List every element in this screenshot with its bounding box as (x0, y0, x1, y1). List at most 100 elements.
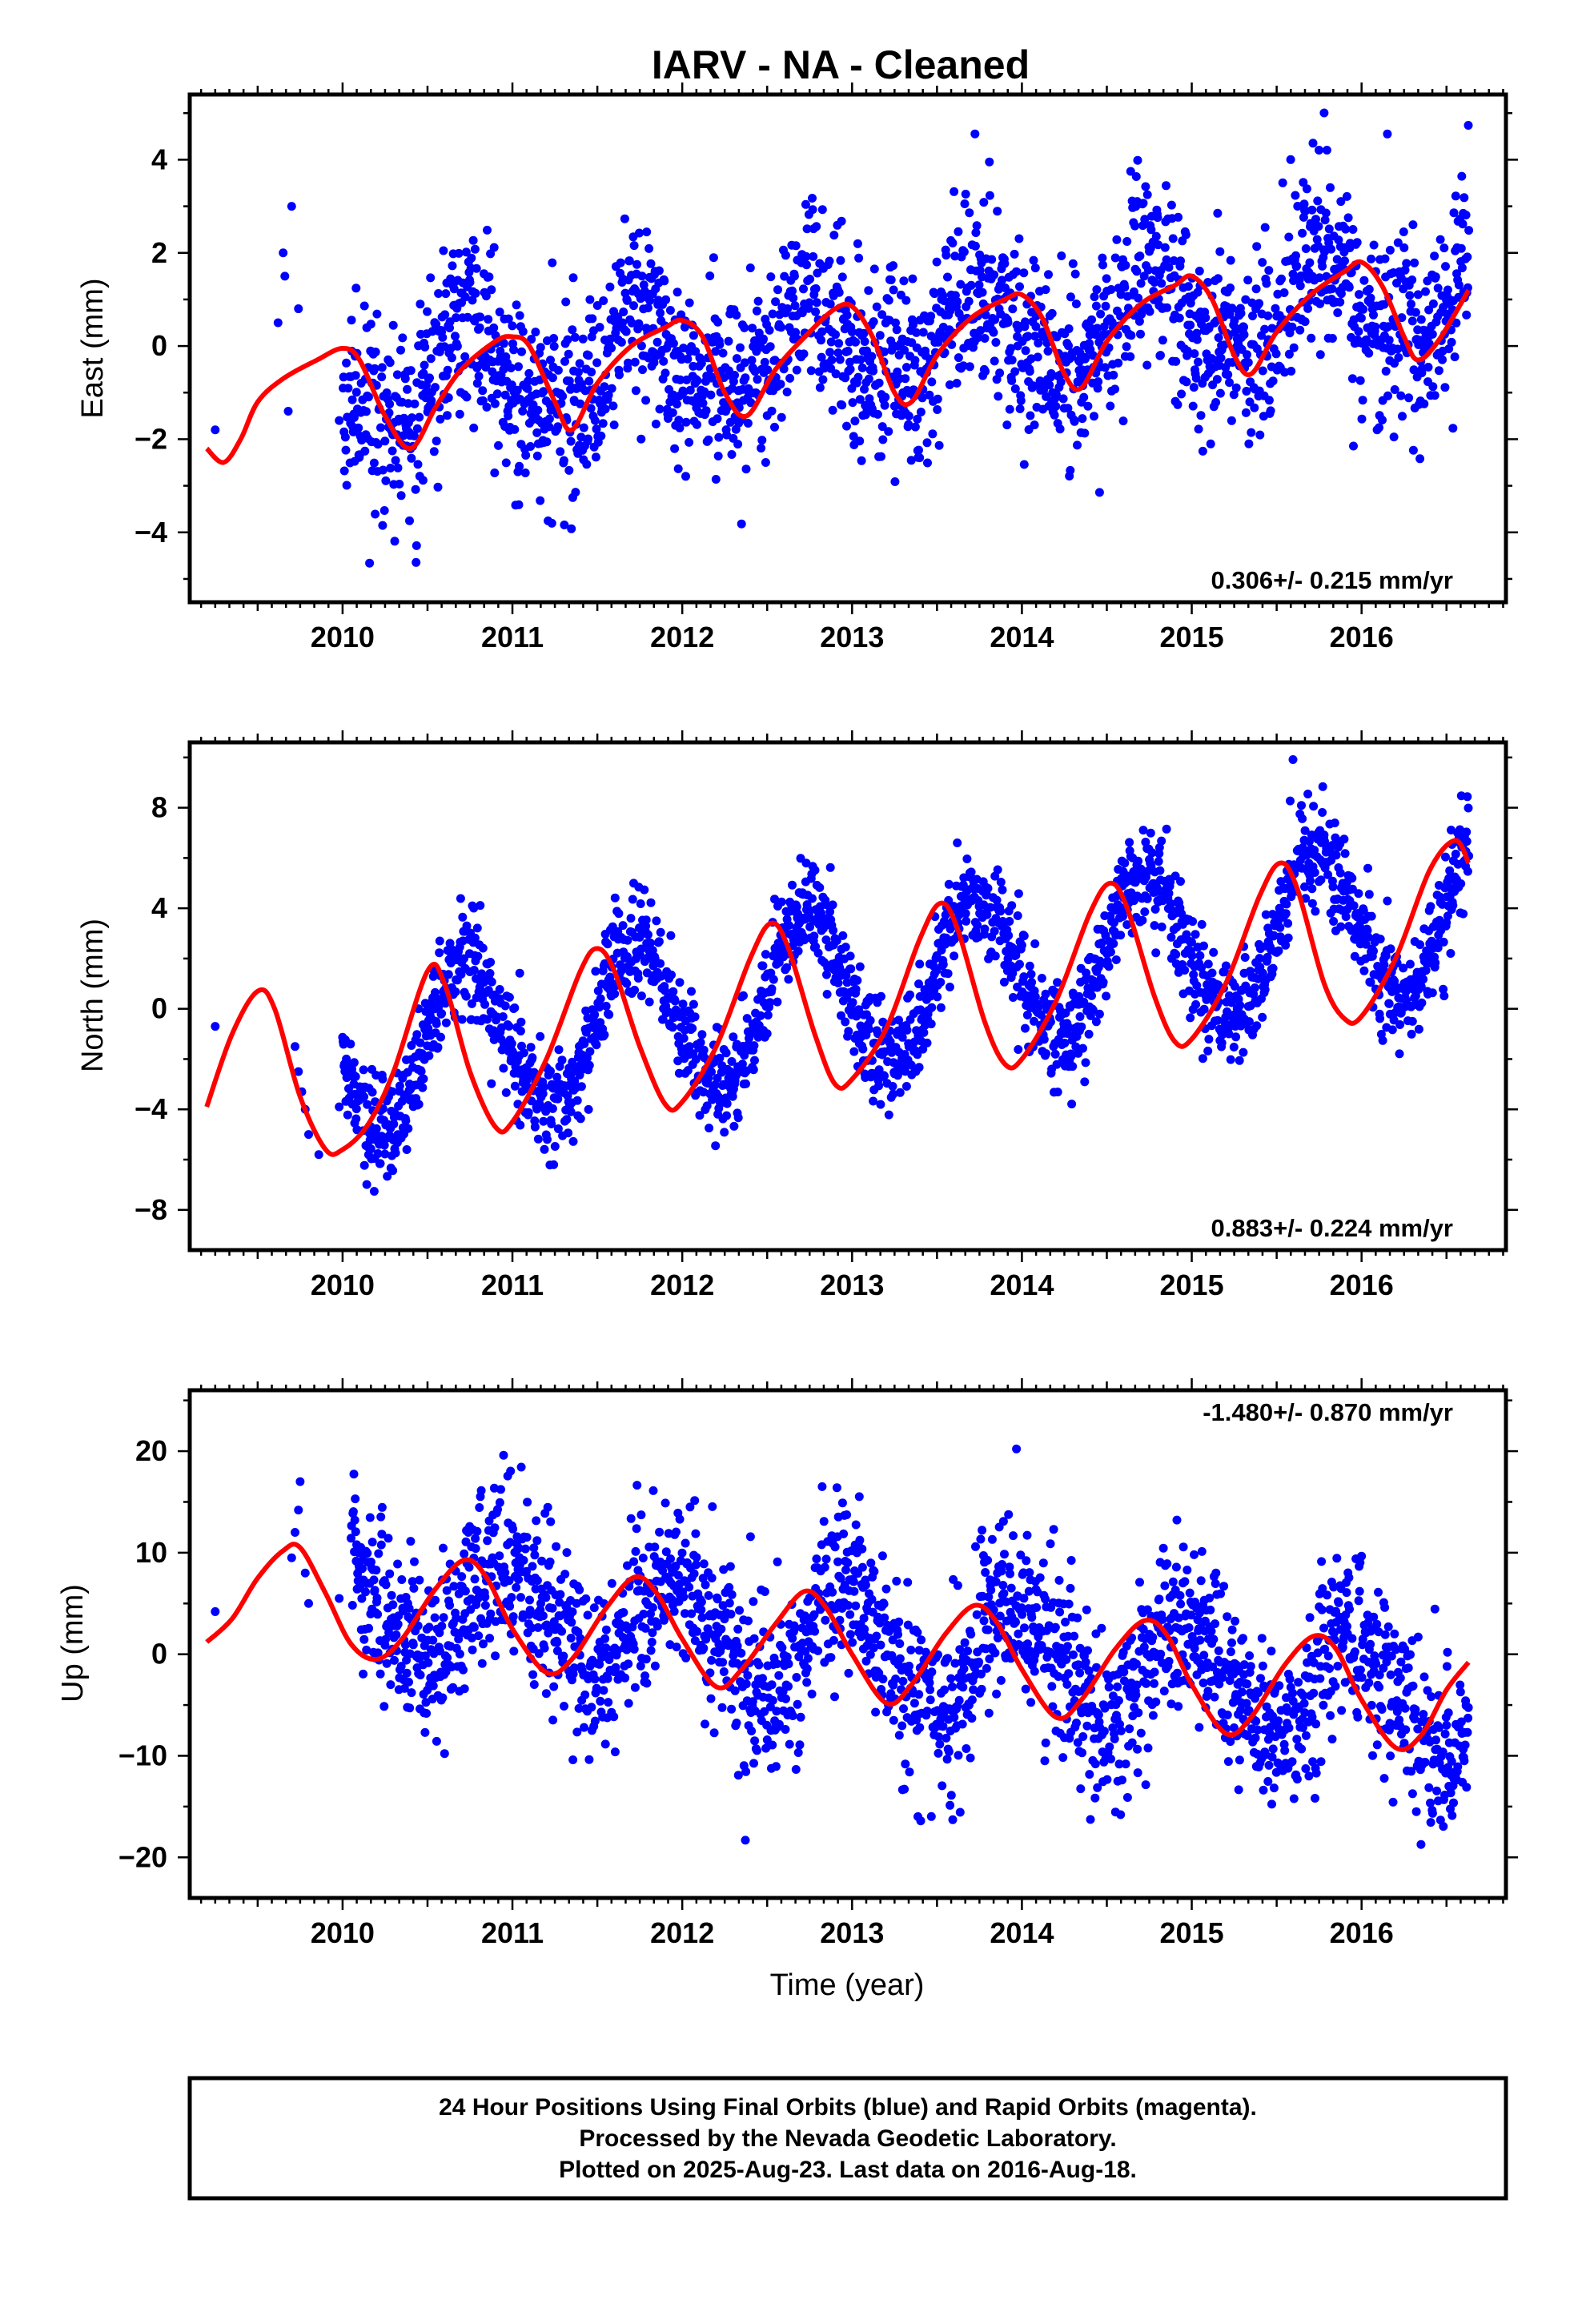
data-point (615, 370, 624, 380)
data-point (1019, 972, 1029, 982)
data-point (1262, 279, 1271, 288)
data-point (1359, 966, 1369, 975)
data-point (351, 371, 360, 380)
data-point (655, 404, 665, 414)
data-point (1122, 237, 1132, 246)
data-point (1215, 388, 1225, 398)
data-point (1375, 1014, 1385, 1023)
data-point (785, 373, 795, 383)
figure-title: IARV - NA - Cleaned (652, 42, 1030, 87)
data-point (828, 405, 837, 415)
data-point (359, 1092, 369, 1101)
data-point (1369, 310, 1378, 320)
data-point (742, 1014, 752, 1023)
data-point (722, 1111, 732, 1120)
data-point (1166, 932, 1176, 942)
data-point (1106, 947, 1115, 957)
data-point (435, 948, 444, 958)
data-point (1014, 234, 1024, 243)
data-point (767, 406, 777, 416)
data-point (366, 320, 375, 329)
data-point (416, 1067, 426, 1076)
data-point (431, 1595, 440, 1605)
data-point (566, 436, 576, 446)
data-point (1204, 1035, 1214, 1044)
data-point (982, 910, 992, 919)
data-point (737, 519, 746, 529)
data-point (954, 227, 963, 236)
data-point (1271, 349, 1281, 359)
data-point (378, 1074, 387, 1084)
data-point (801, 858, 811, 868)
data-point (1315, 273, 1324, 283)
data-point (1116, 931, 1126, 940)
data-point (526, 442, 536, 451)
data-point (766, 272, 776, 282)
data-point (392, 370, 402, 380)
data-point (1023, 332, 1033, 341)
data-point (1252, 1021, 1262, 1031)
data-point (1229, 1043, 1239, 1051)
data-point (1458, 219, 1468, 229)
data-point (1213, 1015, 1223, 1025)
data-point (869, 264, 879, 274)
data-point (1460, 193, 1469, 203)
data-point (901, 296, 911, 305)
data-point (436, 414, 445, 424)
data-point (1336, 922, 1346, 931)
data-point (492, 389, 502, 399)
data-point (880, 1071, 889, 1080)
data-point (876, 1100, 885, 1109)
data-point (1097, 938, 1106, 947)
data-point (901, 374, 910, 384)
data-point (507, 380, 516, 390)
data-point (610, 989, 620, 999)
data-point (1362, 335, 1371, 344)
data-point (1275, 923, 1285, 932)
data-point (1395, 1020, 1405, 1029)
data-point (1463, 866, 1472, 876)
data-point (375, 1159, 385, 1168)
data-point (386, 1680, 396, 1690)
data-point (1221, 961, 1231, 971)
data-point (1102, 991, 1111, 1001)
data-point (788, 286, 797, 296)
data-point (1291, 191, 1300, 200)
data-point (1298, 814, 1307, 823)
data-point (1134, 856, 1143, 866)
data-point (407, 453, 416, 463)
data-point (487, 977, 496, 987)
data-point (869, 1096, 878, 1106)
data-point (851, 337, 860, 347)
data-point (1088, 1005, 1098, 1015)
data-point (763, 1011, 773, 1020)
east-points (211, 108, 1474, 568)
data-point (1126, 167, 1135, 176)
data-point (1354, 889, 1363, 899)
data-point (604, 1010, 614, 1019)
data-point (1440, 383, 1450, 392)
data-point (636, 341, 646, 351)
data-point (432, 320, 441, 329)
data-point (864, 1024, 873, 1034)
data-point (990, 356, 999, 366)
data-point (428, 1635, 438, 1645)
data-point (846, 964, 856, 974)
data-point (407, 1688, 416, 1698)
data-point (805, 275, 815, 283)
data-point (961, 189, 970, 199)
data-point (576, 1114, 585, 1124)
data-point (1015, 959, 1024, 969)
data-point (1340, 849, 1350, 858)
data-point (487, 1079, 496, 1088)
data-point (1250, 983, 1259, 992)
data-point (825, 256, 834, 266)
data-point (645, 296, 655, 305)
data-point (1441, 852, 1450, 862)
data-point (697, 359, 706, 368)
data-point (378, 465, 387, 475)
data-point (845, 364, 855, 374)
data-point (878, 435, 888, 444)
data-point (1190, 349, 1199, 359)
